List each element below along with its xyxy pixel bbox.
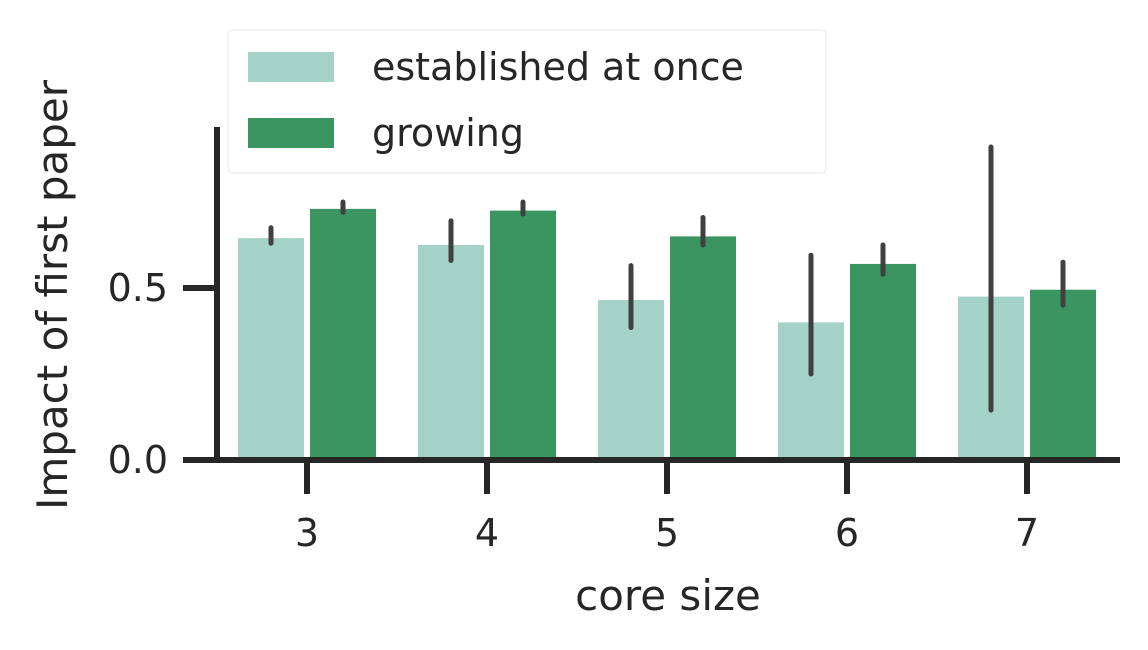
- x-axis-label: core size: [575, 571, 761, 620]
- x-tick-label-4: 4: [475, 511, 499, 555]
- legend-swatch-growing: [248, 118, 334, 148]
- legend-swatch-established: [248, 52, 334, 82]
- bar-growing-6: [850, 263, 916, 460]
- bar-growing-7: [1030, 289, 1096, 460]
- bar-established-3: [238, 238, 304, 460]
- x-tick-label-3: 3: [295, 511, 319, 555]
- x-tick-label-5: 5: [655, 511, 679, 555]
- x-tick-label-6: 6: [835, 511, 859, 555]
- bar-established-4: [418, 245, 484, 460]
- bar-growing-4: [490, 210, 556, 460]
- error-bars-group: [268, 144, 1066, 413]
- x-tick-label-7: 7: [1015, 511, 1039, 555]
- legend: established at once growing: [227, 29, 827, 174]
- y-axis-label: Impact of first paper: [28, 79, 77, 510]
- y-tick-label-1: 0.5: [108, 266, 168, 310]
- bar-growing-3: [310, 208, 376, 460]
- legend-label-growing: growing: [372, 111, 524, 155]
- x-ticks-group: 3 4 5 6 7: [295, 460, 1039, 555]
- legend-label-established: established at once: [372, 45, 744, 89]
- y-ticks-group: 0.0 0.5: [108, 266, 217, 482]
- y-tick-label-0: 0.0: [108, 438, 168, 482]
- bars-group: [238, 208, 1096, 460]
- legend-frame: [227, 29, 827, 174]
- bar-growing-5: [670, 236, 736, 460]
